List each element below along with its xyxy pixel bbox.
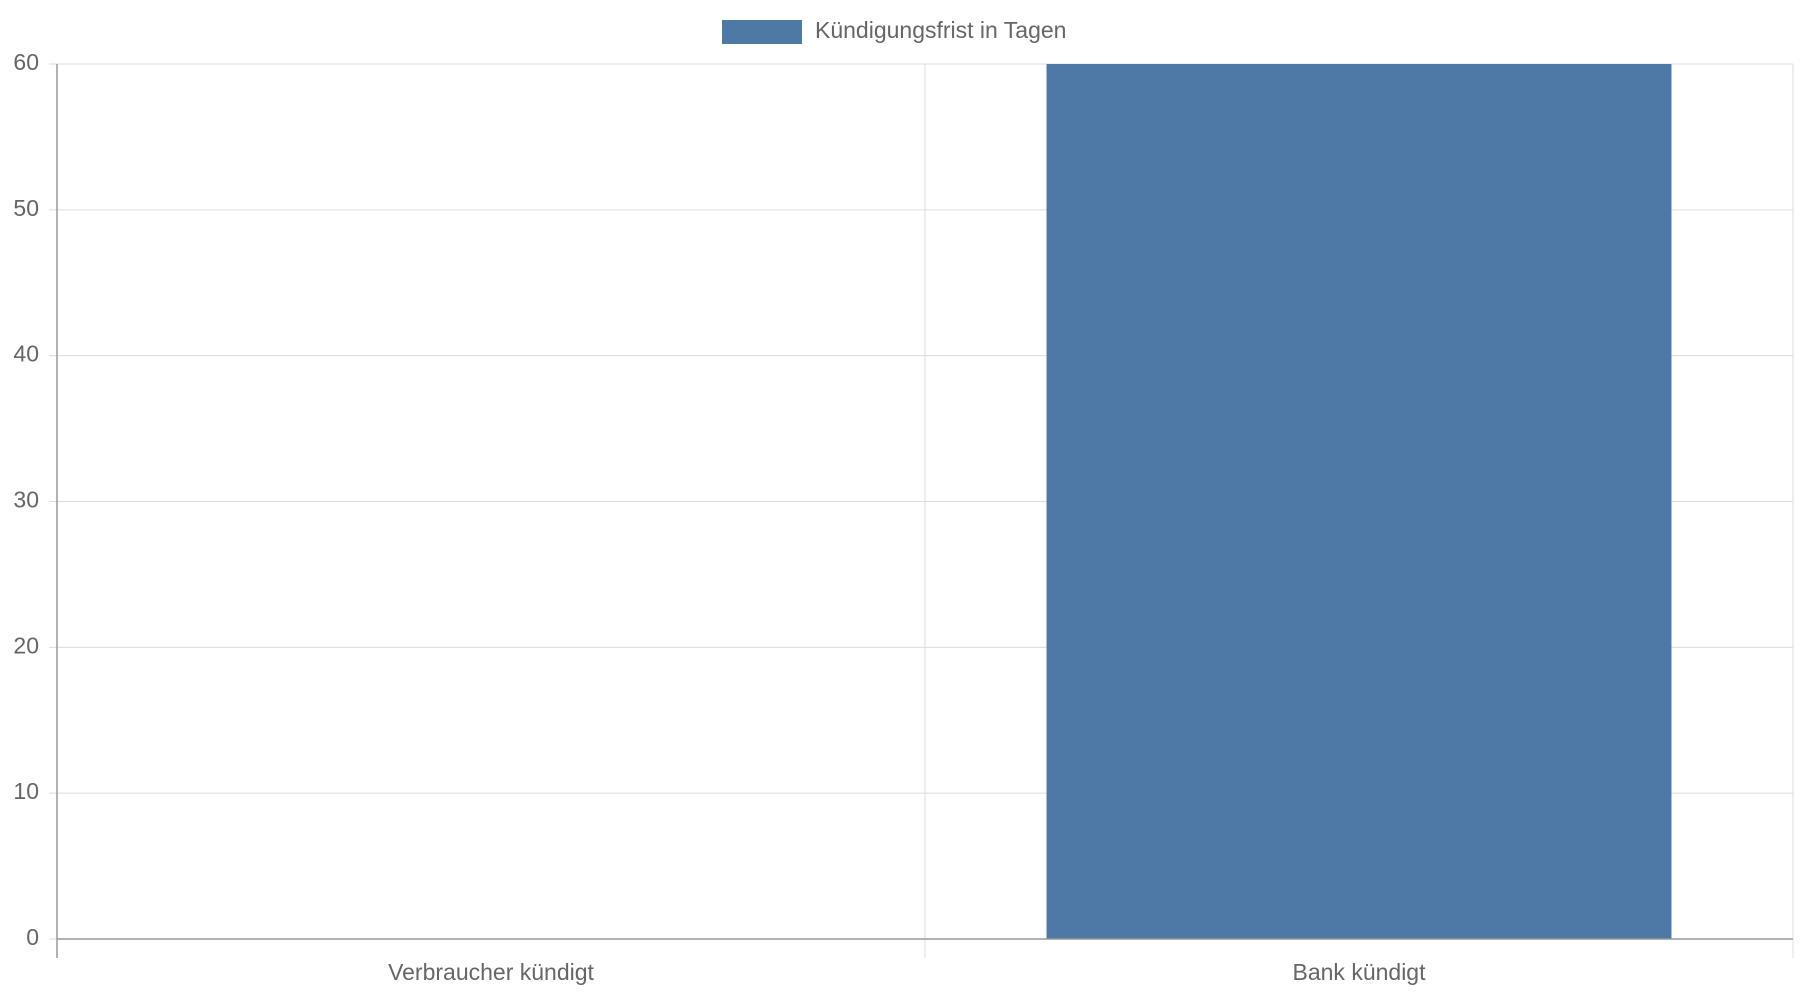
y-tick-label: 60 — [13, 49, 39, 75]
y-tick-label: 20 — [13, 632, 39, 658]
y-tick-label: 30 — [13, 487, 39, 513]
y-tick-label: 10 — [13, 778, 39, 804]
y-tick-label: 0 — [26, 924, 39, 950]
y-tick-label: 40 — [13, 341, 39, 367]
legend-swatch — [722, 20, 802, 44]
x-tick-label: Bank kündigt — [1293, 959, 1427, 985]
bar — [1046, 64, 1672, 939]
legend-label: Kündigungsfrist in Tagen — [815, 17, 1066, 43]
y-tick-label: 50 — [13, 195, 39, 221]
x-tick-label: Verbraucher kündigt — [388, 959, 594, 985]
